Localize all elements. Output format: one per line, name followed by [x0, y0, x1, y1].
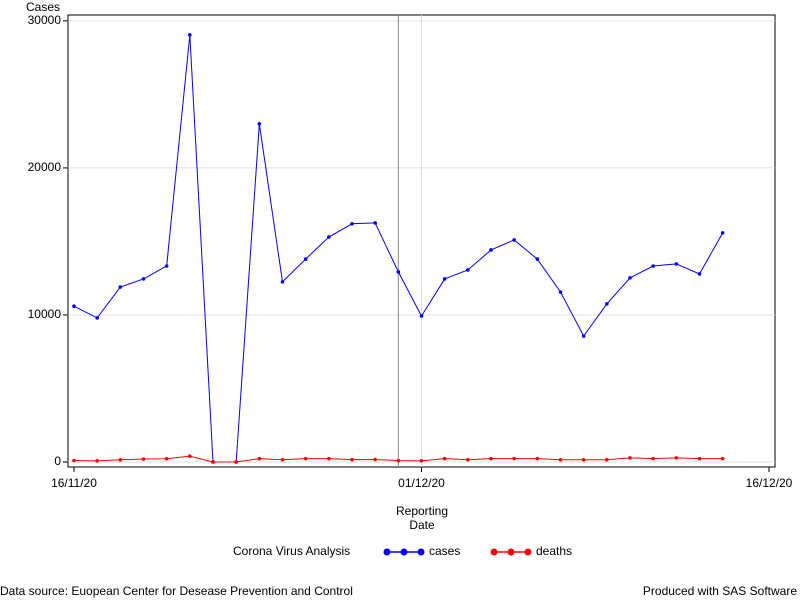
data-point: [489, 456, 493, 461]
data-point: [373, 221, 377, 225]
data-point: [373, 457, 377, 462]
data-point: [72, 458, 76, 463]
footnote-right: Produced with SAS Software: [643, 584, 797, 598]
data-point: [396, 270, 401, 274]
data-point: [442, 456, 447, 461]
x-tick-label: 16/12/20: [746, 476, 793, 490]
y-tick-label: 0: [54, 454, 61, 468]
data-point: [605, 457, 609, 462]
data-point: [164, 264, 169, 268]
data-point: [720, 231, 725, 235]
legend-label: cases: [429, 544, 460, 558]
data-point: [628, 456, 632, 460]
data-point: [512, 456, 516, 461]
data-point: [697, 456, 702, 461]
data-point: [303, 257, 308, 261]
data-point: [442, 277, 447, 281]
data-point: [697, 272, 702, 276]
legend-label: deaths: [536, 544, 572, 558]
data-point: [512, 238, 516, 242]
data-point: [651, 264, 655, 268]
data-point: [188, 33, 192, 37]
data-point: [164, 456, 169, 461]
data-point: [489, 248, 493, 252]
data-point: [95, 459, 99, 463]
data-point: [466, 457, 470, 462]
data-point: [118, 457, 123, 462]
x-tick-label: 16/11/20: [51, 476, 97, 490]
y-tick-label: 10000: [28, 307, 62, 321]
data-point: [535, 456, 540, 461]
footnote-left: Data source: Euopean Center for Desease …: [0, 584, 353, 598]
data-point: [581, 457, 586, 462]
data-point: [327, 456, 331, 461]
data-point: [419, 459, 424, 463]
data-point: [211, 460, 215, 464]
data-point: [257, 122, 262, 126]
data-point: [396, 458, 401, 463]
legend-marker: [400, 548, 408, 556]
y-axis-label: Cases: [26, 0, 60, 14]
data-point: [280, 280, 285, 284]
data-point: [257, 456, 262, 461]
data-point: [350, 221, 354, 226]
data-point: [141, 457, 146, 461]
y-tick-label: 30000: [28, 13, 62, 27]
data-point: [581, 334, 586, 338]
data-point: [280, 457, 285, 462]
legend-marker: [383, 548, 391, 556]
data-point: [720, 456, 725, 461]
data-point: [188, 454, 192, 458]
x-axis-label: Reporting Date: [395, 504, 449, 532]
x-tick-label: 01/12/20: [398, 476, 445, 490]
data-point: [141, 277, 146, 281]
data-point: [327, 235, 331, 239]
legend-marker: [417, 548, 425, 556]
legend-marker: [524, 548, 532, 556]
data-point: [674, 262, 679, 266]
data-point: [234, 460, 238, 464]
data-point: [118, 285, 123, 289]
data-point: [350, 457, 354, 462]
data-point: [558, 457, 563, 462]
data-point: [628, 276, 632, 280]
legend-marker: [490, 548, 498, 556]
data-point: [419, 314, 424, 318]
y-tick-label: 20000: [28, 160, 62, 174]
data-point: [303, 456, 308, 461]
data-point: [651, 456, 655, 461]
legend-marker: [507, 548, 515, 556]
legend-title: Corona Virus Analysis: [233, 544, 350, 558]
data-point: [674, 456, 679, 460]
data-point: [558, 290, 563, 294]
data-point: [466, 268, 470, 272]
data-point: [535, 257, 540, 261]
data-point: [72, 304, 76, 308]
data-point: [605, 302, 609, 306]
data-point: [95, 316, 99, 320]
